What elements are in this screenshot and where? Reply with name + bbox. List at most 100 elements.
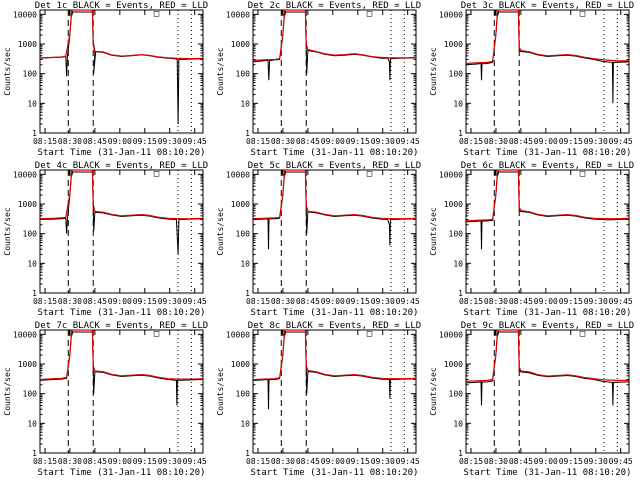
panel-8-ytick-label: 100: [236, 390, 251, 399]
panel-5-xtick-label: 08:30: [271, 297, 295, 306]
panel-5-lld-line: [252, 169, 417, 220]
panel-9-xtick-label: 08:30: [484, 457, 508, 466]
panel-2-lld-line: [252, 9, 417, 61]
panel-7-title: Det 7c BLACK = Events, RED = LLD: [35, 321, 208, 331]
panel-4-lld-line: [39, 169, 204, 220]
panel-3-events-line: [465, 11, 630, 104]
panel-7-lld-line: [39, 329, 204, 381]
panel-7-ytick-label: 1000: [18, 360, 37, 369]
panel-9-axes-box: [465, 329, 630, 454]
panel-2-xtick-label: 08:30: [271, 137, 295, 146]
panel-9-ytick-label: 10: [453, 419, 463, 428]
panel-2-ytick-label: 1: [245, 129, 250, 138]
panel-5-xlabel: Start Time (31-Jan-11 08:10:20): [251, 308, 419, 318]
panel-5-xtick-label: 09:15: [346, 297, 370, 306]
panel-3-xtick-label: 08:45: [509, 137, 533, 146]
panel-1-ytick-label: 1: [32, 129, 37, 138]
panel-5-ytick-label: 10: [240, 259, 250, 268]
panel-8-ytick-label: 10: [240, 419, 250, 428]
panel-9-xtick-label: 09:00: [534, 457, 558, 466]
panel-3-xtick-label: 09:45: [609, 137, 633, 146]
panel-4-xtick-label: 09:00: [108, 297, 132, 306]
panel-4-axes-box: [39, 169, 204, 294]
panel-3-marker: □: [580, 9, 586, 19]
panel-4-xtick-label: 08:15: [33, 297, 57, 306]
panel-4-marker: □: [154, 169, 160, 179]
panel-3-xlabel: Start Time (31-Jan-11 08:10:20): [464, 148, 632, 158]
panel-3-axes-box: [465, 9, 630, 134]
panel-5-ytick-label: 1000: [231, 200, 250, 209]
panel-9-ytick-label: 1: [458, 449, 463, 458]
panel-1-xtick-label: 09:30: [158, 137, 182, 146]
panel-3-xtick-label: 09:00: [534, 137, 558, 146]
panel-1-lld-line: [39, 9, 204, 60]
panel-8-xtick-label: 08:15: [246, 457, 270, 466]
panel-9-lld-line: [465, 329, 629, 382]
panel-4-ylabel: Counts/sec: [3, 207, 12, 255]
panel-2-ytick-label: 100: [236, 70, 251, 79]
panel-7-xtick-label: 09:00: [108, 457, 132, 466]
panel-8-events-line: [252, 331, 417, 410]
panel-7-axes-box: [39, 329, 204, 454]
panel-8-xtick-label: 09:15: [346, 457, 370, 466]
panel-5-xtick-label: 09:00: [321, 297, 345, 306]
panel-6-ylabel: Counts/sec: [429, 207, 438, 255]
panel-7-ytick-label: 1: [32, 449, 37, 458]
panel-8-xlabel: Start Time (31-Jan-11 08:10:20): [251, 468, 419, 478]
panel-6-xtick-label: 08:30: [484, 297, 508, 306]
panel-1-xtick-label: 09:45: [183, 137, 207, 146]
panel-7-xtick-label: 09:45: [183, 457, 207, 466]
panel-3-ytick-label: 10: [453, 99, 463, 108]
panel-9-ylabel: Counts/sec: [429, 367, 438, 415]
panel-6-events-line: [465, 171, 630, 250]
panel-5-ylabel: Counts/sec: [216, 207, 225, 255]
panel-7-ytick-label: 100: [23, 390, 38, 399]
panel-1-ylabel: Counts/sec: [3, 47, 12, 95]
panel-3-ytick-label: 1: [458, 129, 463, 138]
panel-5-axes-box: [252, 169, 417, 294]
panel-2-xtick-label: 09:45: [396, 137, 420, 146]
panel-7-xtick-label: 08:15: [33, 457, 57, 466]
panel-8-ylabel: Counts/sec: [216, 367, 225, 415]
panel-1-xlabel: Start Time (31-Jan-11 08:10:20): [38, 148, 206, 158]
panel-2-xtick-label: 09:00: [321, 137, 345, 146]
panel-1-xtick-label: 08:15: [33, 137, 57, 146]
panel-6-ytick-label: 10000: [439, 170, 463, 179]
panel-4-title: Det 4c BLACK = Events, RED = LLD: [35, 161, 208, 171]
panel-5-marker: □: [367, 169, 373, 179]
panel-4-xtick-label: 08:45: [83, 297, 107, 306]
panel-4-ytick-label: 100: [23, 230, 38, 239]
panel-2-ytick-label: 1000: [231, 40, 250, 49]
panel-5-title: Det 5c BLACK = Events, RED = LLD: [248, 161, 421, 171]
panel-5-ytick-label: 100: [236, 230, 251, 239]
panel-1-title: Det 1c BLACK = Events, RED = LLD: [35, 1, 208, 11]
panel-1-marker: □: [154, 9, 160, 19]
panel-3-xtick-label: 08:15: [459, 137, 483, 146]
panel-5-xtick-label: 08:15: [246, 297, 270, 306]
panel-3-ytick-label: 10000: [439, 10, 463, 19]
panel-2-xtick-label: 08:45: [296, 137, 320, 146]
panel-9-xlabel: Start Time (31-Jan-11 08:10:20): [464, 468, 632, 478]
panel-6-marker: □: [580, 169, 586, 179]
panel-5-xtick-label: 09:30: [371, 297, 395, 306]
panel-8-marker: □: [367, 329, 373, 339]
panel-1-xtick-label: 08:45: [83, 137, 107, 146]
panel-8-axes-box: [252, 329, 417, 454]
panel-5-xtick-label: 09:45: [396, 297, 420, 306]
panel-8-xtick-label: 09:00: [321, 457, 345, 466]
panel-4-ytick-label: 1: [32, 289, 37, 298]
panel-5-ytick-label: 10000: [226, 170, 250, 179]
panel-8-xtick-label: 09:45: [396, 457, 420, 466]
panel-4-xlabel: Start Time (31-Jan-11 08:10:20): [38, 308, 206, 318]
panel-4-xtick-label: 08:30: [58, 297, 82, 306]
panel-7-ytick-label: 10000: [13, 330, 37, 339]
panel-6-xtick-label: 09:45: [609, 297, 633, 306]
panel-6-axes-box: [465, 169, 630, 294]
panel-2-ytick-label: 10: [240, 99, 250, 108]
panel-2-xtick-label: 09:15: [346, 137, 370, 146]
panel-3-ylabel: Counts/sec: [429, 47, 438, 95]
panel-1-xtick-label: 09:00: [108, 137, 132, 146]
panel-4-ytick-label: 1000: [18, 200, 37, 209]
panel-5-events-line: [252, 171, 417, 250]
